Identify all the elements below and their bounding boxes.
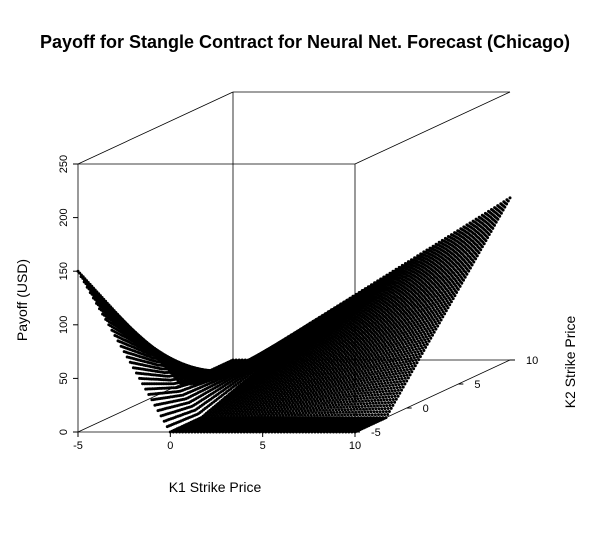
data-point — [484, 239, 488, 243]
data-point — [463, 275, 467, 279]
data-point — [453, 294, 457, 298]
data-point — [499, 211, 503, 215]
data-point — [486, 236, 490, 240]
data-point — [498, 214, 502, 218]
data-point — [460, 281, 464, 285]
data-point — [475, 254, 479, 258]
data-point — [439, 318, 443, 322]
data-point — [505, 202, 509, 206]
data-point — [472, 260, 476, 264]
data-point — [414, 358, 418, 362]
data-points — [76, 196, 512, 434]
data-point — [417, 358, 421, 362]
data-point — [487, 233, 491, 236]
data-point — [458, 284, 462, 288]
data-point — [508, 196, 512, 200]
data-point — [432, 330, 436, 334]
data-point — [449, 300, 453, 304]
data-point — [444, 309, 448, 313]
data-point — [462, 278, 465, 282]
data-point — [494, 220, 498, 224]
data-point — [427, 339, 431, 343]
data-point — [506, 199, 510, 203]
data-point — [424, 345, 428, 349]
data-point — [451, 297, 455, 301]
data-point — [496, 217, 500, 221]
data-point — [467, 269, 471, 273]
data-point — [420, 352, 424, 355]
data-point — [501, 208, 505, 212]
data-point — [411, 359, 415, 363]
data-point — [437, 321, 441, 325]
data-point — [474, 257, 478, 261]
data-point — [429, 336, 433, 340]
data-point — [477, 251, 481, 255]
data-point — [503, 205, 507, 209]
data-point — [443, 312, 447, 316]
data-point — [489, 230, 493, 233]
data-point — [422, 349, 426, 352]
data-point — [446, 306, 450, 310]
data-point — [482, 242, 486, 246]
data-point — [491, 226, 495, 230]
data-point — [425, 342, 429, 346]
data-point — [479, 248, 483, 252]
chart-title: Payoff for Stangle Contract for Neural N… — [40, 32, 570, 52]
data-point — [465, 272, 469, 276]
data-point — [434, 327, 438, 331]
data-point — [448, 303, 452, 307]
data-point — [470, 263, 474, 267]
data-point — [480, 245, 484, 249]
data-point — [436, 324, 440, 328]
data-point — [441, 315, 445, 319]
data-point — [493, 223, 496, 227]
data-point — [431, 333, 434, 337]
data-point — [468, 266, 472, 270]
data-point — [456, 287, 460, 291]
data-point — [418, 355, 422, 359]
data-point — [455, 291, 459, 294]
